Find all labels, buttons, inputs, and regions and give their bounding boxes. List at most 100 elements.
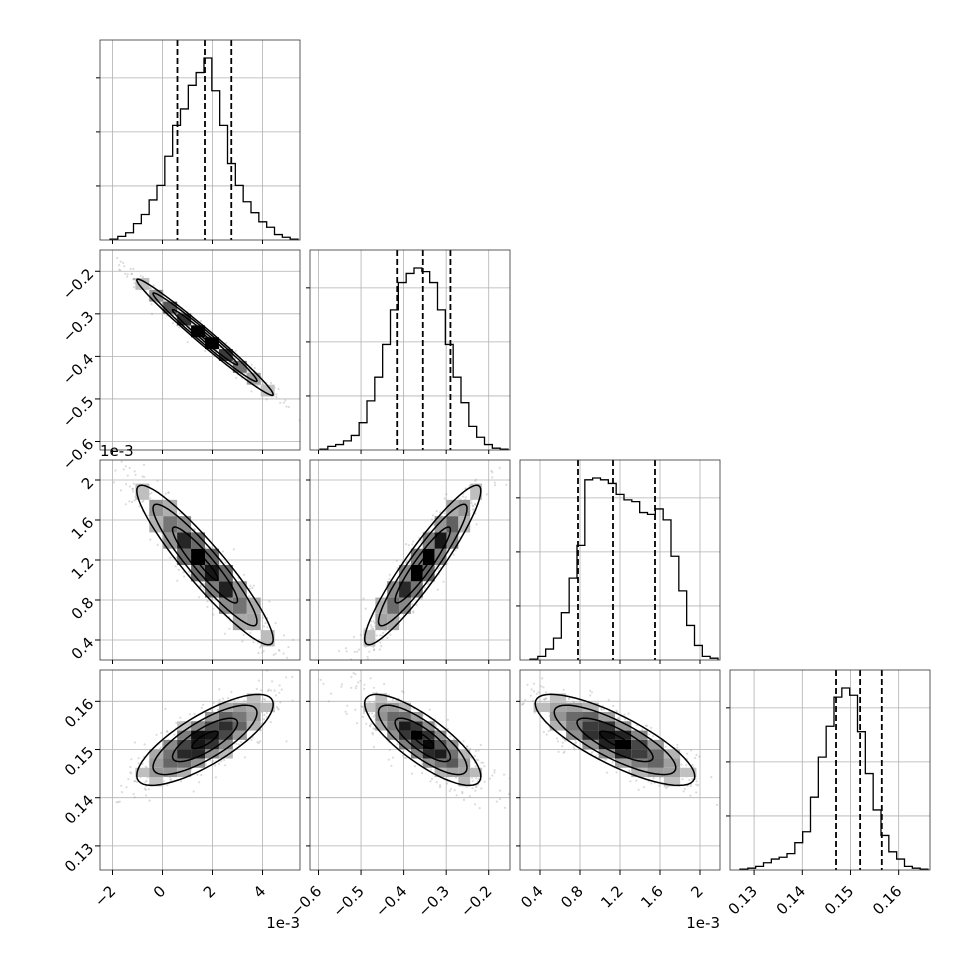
sample-point: [232, 548, 235, 551]
sample-point: [434, 723, 437, 726]
x-multiplier-label: 1e-3: [686, 914, 720, 932]
sample-point: [212, 701, 215, 705]
sample-point: [221, 697, 225, 700]
density-cell: [446, 499, 459, 517]
sample-point: [269, 689, 273, 692]
sample-point: [126, 273, 129, 276]
density-cell: [177, 532, 192, 549]
sample-point: [133, 741, 137, 744]
sample-point: [605, 758, 608, 761]
sample-point: [513, 700, 515, 702]
sample-point: [183, 575, 186, 578]
sample-point: [652, 777, 655, 780]
sample-point: [274, 622, 277, 625]
sample-point: [266, 626, 269, 629]
sample-point: [275, 395, 278, 399]
density-cell: [375, 597, 388, 614]
density-cell: [647, 749, 664, 759]
contour-3-2-3: [534, 693, 696, 787]
sample-point: [372, 620, 375, 623]
sample-point: [132, 482, 135, 485]
sample-point: [133, 780, 136, 783]
sample-point: [368, 650, 371, 653]
sample-point: [650, 726, 653, 729]
density-cell: [647, 739, 664, 750]
sample-point: [169, 778, 172, 781]
sample-point: [629, 780, 632, 783]
sample-point: [260, 689, 263, 692]
sample-point: [199, 585, 202, 588]
sample-point: [277, 648, 281, 651]
scatter-panel-bg-1-0: [100, 250, 300, 450]
sample-point: [483, 765, 486, 768]
sample-point: [561, 745, 564, 748]
sample-point: [676, 746, 679, 749]
sample-point: [475, 478, 478, 481]
density-cell: [598, 721, 615, 731]
sample-point: [488, 777, 492, 780]
contour-3-0-0: [191, 730, 219, 750]
density-cell: [205, 581, 219, 598]
density-cell: [631, 767, 648, 778]
density-cell: [566, 711, 583, 722]
sample-point: [178, 326, 181, 329]
contour-2-1-3: [363, 484, 482, 646]
sample-point: [141, 500, 144, 503]
sample-point: [372, 715, 375, 718]
sample-point: [664, 745, 667, 749]
sample-point: [590, 691, 594, 694]
sample-point: [380, 645, 383, 648]
sample-point: [430, 768, 433, 771]
density-cell: [163, 301, 178, 314]
hist-panel-frame-3: [729, 669, 931, 871]
density-cell: [615, 749, 632, 759]
density-cell: [218, 739, 233, 750]
sample-point: [233, 699, 236, 702]
sample-point: [216, 708, 219, 711]
sample-point: [623, 718, 627, 721]
density-cell: [446, 749, 459, 759]
sample-point: [698, 755, 701, 758]
sample-point: [149, 497, 152, 500]
ytick-label: 1.2: [68, 554, 98, 584]
density-cell: [458, 758, 471, 768]
density-cell: [533, 702, 550, 712]
sample-point: [263, 713, 266, 717]
sample-point: [532, 690, 536, 693]
sample-point: [491, 774, 494, 777]
hist-panel-1: [306, 249, 511, 451]
sample-point: [199, 320, 202, 323]
density-cell: [246, 693, 261, 703]
sample-point: [568, 697, 571, 700]
density-cell: [598, 730, 615, 740]
sample-point: [652, 735, 655, 738]
sample-point: [199, 585, 202, 588]
sample-point: [175, 721, 178, 725]
scatter-panel-bg-3-0: [100, 670, 300, 870]
sample-point: [470, 776, 474, 780]
sample-point: [531, 699, 535, 702]
xtick-label: −0.5: [329, 882, 367, 920]
hist-step-1: [319, 267, 509, 450]
contour-3-0-1: [171, 717, 239, 763]
sample-point: [600, 708, 603, 712]
density-cell: [422, 532, 435, 549]
sample-point: [695, 783, 698, 786]
sample-point: [430, 777, 434, 781]
sample-point: [371, 712, 374, 715]
sample-point: [485, 493, 488, 496]
sample-point: [541, 677, 544, 680]
sample-point: [148, 287, 151, 290]
sample-point: [66, 218, 68, 220]
sample-point: [483, 780, 486, 783]
sample-point: [591, 750, 594, 753]
sample-point: [403, 756, 406, 759]
density-cell: [177, 730, 192, 740]
sample-point: [149, 538, 152, 541]
sample-point: [242, 573, 246, 576]
sample-point: [465, 745, 468, 748]
sample-point: [292, 638, 295, 642]
xtick-label: 0.8: [557, 882, 587, 912]
sample-point: [691, 777, 694, 781]
